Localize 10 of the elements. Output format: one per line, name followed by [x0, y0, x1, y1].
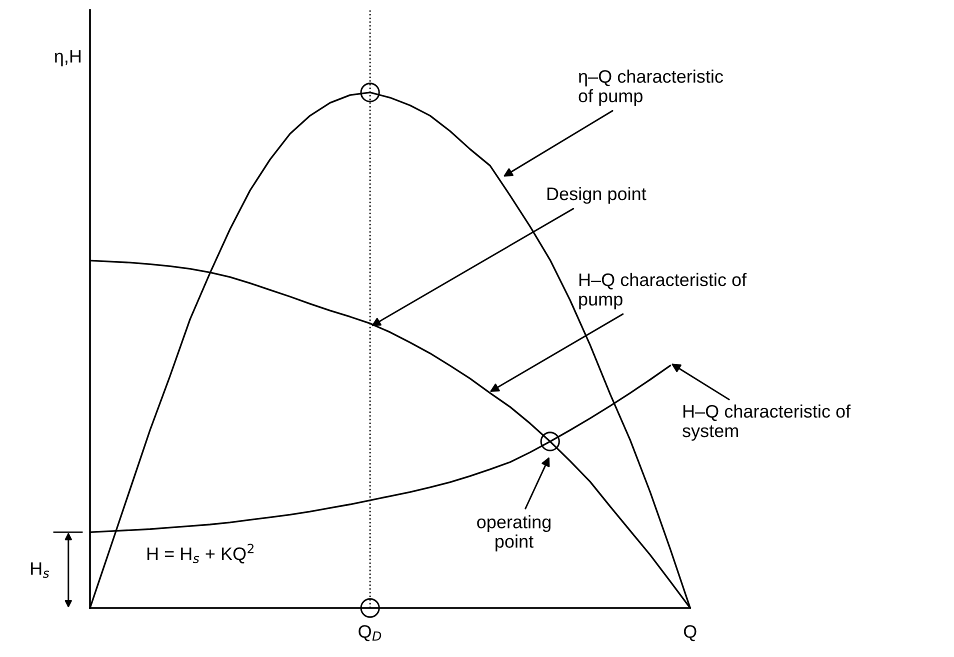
annotation: H–Q characteristic of system [682, 404, 851, 441]
annotation: H–Q characteristic of pump [579, 272, 747, 310]
y-axis-title: η,H [54, 50, 81, 66]
annotation: H = H$_{s}$ + KQ$^{2}$ [147, 544, 254, 564]
x-tick-label: Q [684, 625, 696, 642]
annotation: Design point [547, 186, 646, 204]
annotation: η–Q characteristic of pump [578, 70, 724, 106]
x-tick-label: Q$_{D}$ [358, 625, 382, 642]
text: H$_{s}$ [31, 562, 50, 578]
annotation: operating point [477, 515, 550, 552]
